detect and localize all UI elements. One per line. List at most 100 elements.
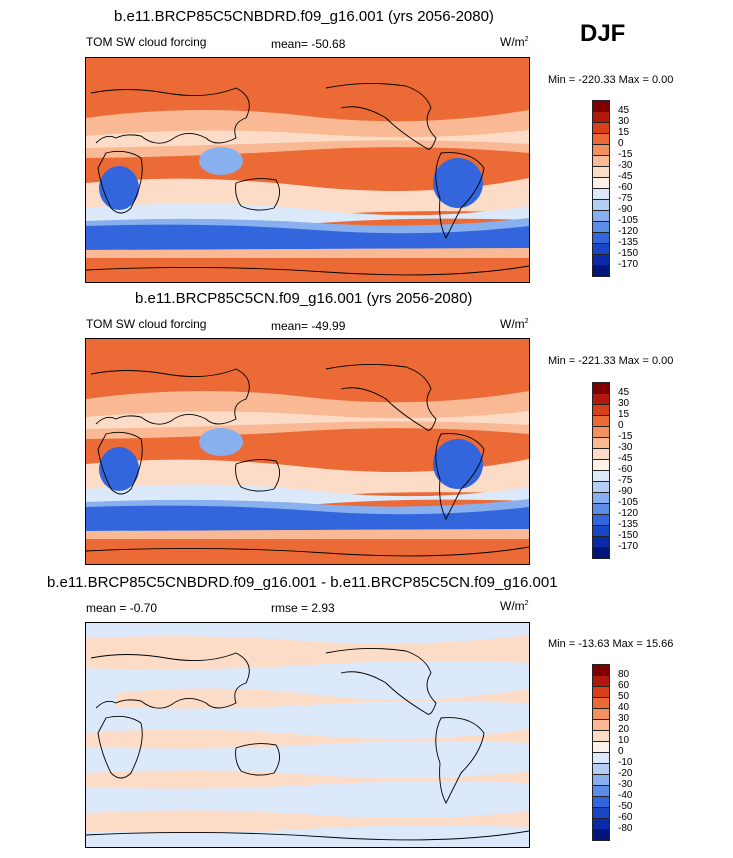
colorbar-label: -80 xyxy=(618,823,633,834)
panel-3-rmse: rmse = 2.93 xyxy=(271,601,335,615)
panel-2-colorbar: 45 30 15 0 -15 -30 -45 -60 -75 -90 -105 -120 -135 -15… xyxy=(592,382,702,559)
panel-1-map xyxy=(85,57,530,283)
south-america-forcing xyxy=(433,158,483,208)
south-america-forcing xyxy=(433,439,483,489)
diff-band-3 xyxy=(86,729,529,749)
colorbar-label: -50 xyxy=(618,801,633,812)
antarctica-coast xyxy=(86,830,529,841)
colorbar-label: -120 xyxy=(618,508,639,519)
panel-3-map xyxy=(85,622,530,848)
colorbar-label: 40 xyxy=(618,702,630,713)
diff-band-2 xyxy=(116,688,529,709)
africa-south-forcing xyxy=(99,447,139,491)
coastlines xyxy=(86,82,529,276)
colorbar-label: -90 xyxy=(618,486,633,497)
colorbar-label: 30 xyxy=(618,398,630,409)
colorbar-label: -30 xyxy=(618,160,633,171)
colorbar-swatch xyxy=(592,547,610,559)
colorbar-label: 10 xyxy=(618,735,630,746)
panel-1-variable: TOM SW cloud forcing xyxy=(86,35,207,49)
colorbar-label: -15 xyxy=(618,431,633,442)
eurasia-coast xyxy=(90,368,250,425)
colorbar-label: 60 xyxy=(618,680,630,691)
south-america-coast xyxy=(435,152,485,239)
panel-2-variable: TOM SW cloud forcing xyxy=(86,317,207,331)
colorbar-label: -75 xyxy=(618,475,633,486)
south-america-coast xyxy=(435,717,485,804)
north-america-coast xyxy=(325,363,437,431)
panel-1-units: W/m2 xyxy=(500,35,529,49)
southern-ocean-core xyxy=(86,505,529,531)
panel-3-units: W/m2 xyxy=(500,599,529,613)
colorbar-label: 45 xyxy=(618,105,630,116)
eurasia-coast xyxy=(90,87,250,144)
southern-ocean-core xyxy=(86,224,529,250)
panel-3-mean: mean = -0.70 xyxy=(86,601,158,615)
colorbar-label: -170 xyxy=(618,541,639,552)
colorbar-label: -60 xyxy=(618,812,633,823)
antarctica-coast xyxy=(86,546,529,557)
colorbar-swatch xyxy=(592,265,610,277)
colorbar-label: -75 xyxy=(618,193,633,204)
panel-1-title: b.e11.BRCP85C5CNBDRD.f09_g16.001 (yrs 20… xyxy=(114,8,494,25)
panel-2-map-svg xyxy=(86,339,529,564)
colorbar-label: -150 xyxy=(618,530,639,541)
eurasia-coast xyxy=(90,652,250,709)
panel-3-colorbar: 80 60 50 40 30 20 10 0 -10 -20 -30 -40 -50 -60 -80 xyxy=(592,664,702,841)
panel-1-map-svg xyxy=(86,58,529,282)
colorbar-label: -15 xyxy=(618,149,633,160)
colorbar-label: 50 xyxy=(618,691,630,702)
colorbar-label: -120 xyxy=(618,226,639,237)
colorbar-label: 80 xyxy=(618,669,630,680)
colorbar-label: 15 xyxy=(618,409,630,420)
colorbar-label: -60 xyxy=(618,182,633,193)
colorbar-label: -105 xyxy=(618,497,639,508)
colorbar-label: -30 xyxy=(618,779,633,790)
south-america-coast xyxy=(435,433,485,520)
africa-coast xyxy=(97,431,143,495)
colorbar-label: -105 xyxy=(618,215,639,226)
diff-band-5 xyxy=(86,810,529,833)
colorbar-label: 30 xyxy=(618,713,630,724)
colorbar-label: 20 xyxy=(618,724,630,735)
antarctic-margin xyxy=(86,529,529,539)
colorbar-label: 30 xyxy=(618,116,630,127)
colorbar-label: -45 xyxy=(618,171,633,182)
antarctica-fill xyxy=(86,258,529,282)
panel-3-minmax: Min = -13.63 Max = 15.66 xyxy=(548,638,674,650)
africa-coast xyxy=(97,150,143,214)
panel-3-map-svg xyxy=(86,623,529,847)
panel-2-map xyxy=(85,338,530,565)
antarctic-margin xyxy=(86,248,529,258)
colorbar-label: -90 xyxy=(618,204,633,215)
colorbar-label: -150 xyxy=(618,248,639,259)
panel-1-minmax: Min = -220.33 Max = 0.00 xyxy=(548,74,674,86)
coastlines xyxy=(86,363,529,557)
north-america-coast xyxy=(325,647,437,715)
colorbar-swatch xyxy=(592,829,610,841)
colorbar-label: -170 xyxy=(618,259,639,270)
panel-2-minmax: Min = -221.33 Max = 0.00 xyxy=(548,355,674,367)
africa-south-forcing xyxy=(99,166,139,210)
panel-2-title: b.e11.BRCP85C5CN.f09_g16.001 (yrs 2056-2… xyxy=(135,290,473,307)
colorbar-label: -30 xyxy=(618,442,633,453)
australia-coast xyxy=(235,459,280,492)
colorbar-label: -10 xyxy=(618,757,633,768)
australia-coast xyxy=(235,178,280,211)
australia-forcing xyxy=(248,466,284,486)
colorbar-label: -135 xyxy=(618,519,639,530)
diff-band-4 xyxy=(86,770,529,789)
colorbar-label: -45 xyxy=(618,453,633,464)
antarctica-coast xyxy=(86,265,529,276)
maritime-continent-forcing xyxy=(199,428,243,456)
colorbar-label: -20 xyxy=(618,768,633,779)
maritime-continent-forcing xyxy=(199,147,243,175)
colorbar-label: -60 xyxy=(618,464,633,475)
coastlines xyxy=(86,647,529,841)
africa-coast xyxy=(97,715,143,779)
colorbar-label: -135 xyxy=(618,237,639,248)
north-america-coast xyxy=(325,82,437,150)
panel-1-colorbar: 45 30 15 0 -15 -30 -45 -60 -75 -90 -105 -120 -135 -15… xyxy=(592,100,702,277)
colorbar-label: 45 xyxy=(618,387,630,398)
colorbar-label: 15 xyxy=(618,127,630,138)
